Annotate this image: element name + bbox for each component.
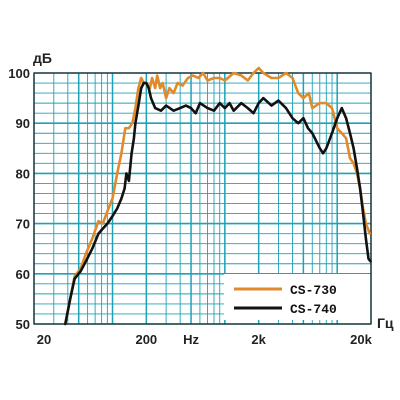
y-tick-label: 70: [16, 217, 30, 232]
legend-box: [224, 274, 370, 320]
series-layer: [64, 66, 372, 326]
x-tick-labels: 20 200 Hz 2k 20k: [37, 332, 373, 347]
y-tick-labels: 50 60 70 80 90 100: [8, 66, 30, 332]
y-axis-label: дБ: [33, 50, 52, 66]
legend-label: CS-730: [290, 283, 337, 298]
y-tick-label: 80: [16, 166, 30, 181]
series-line-cs-730: [64, 66, 372, 326]
y-tick-label: 60: [16, 267, 30, 282]
x-axis-label: Гц: [377, 315, 394, 331]
x-tick-label: 200: [135, 332, 157, 347]
x-tick-label: 20k: [350, 332, 372, 347]
y-tick-label: 90: [16, 116, 30, 131]
x-tick-label: Hz: [183, 332, 199, 347]
y-tick-label: 100: [8, 66, 30, 81]
legend-label: CS-740: [290, 302, 337, 317]
legend: CS-730 CS-740: [224, 274, 370, 320]
y-tick-label: 50: [16, 317, 30, 332]
x-tick-label: 2k: [251, 332, 266, 347]
series-line-cs-740: [64, 81, 372, 326]
x-tick-label: 20: [37, 332, 51, 347]
